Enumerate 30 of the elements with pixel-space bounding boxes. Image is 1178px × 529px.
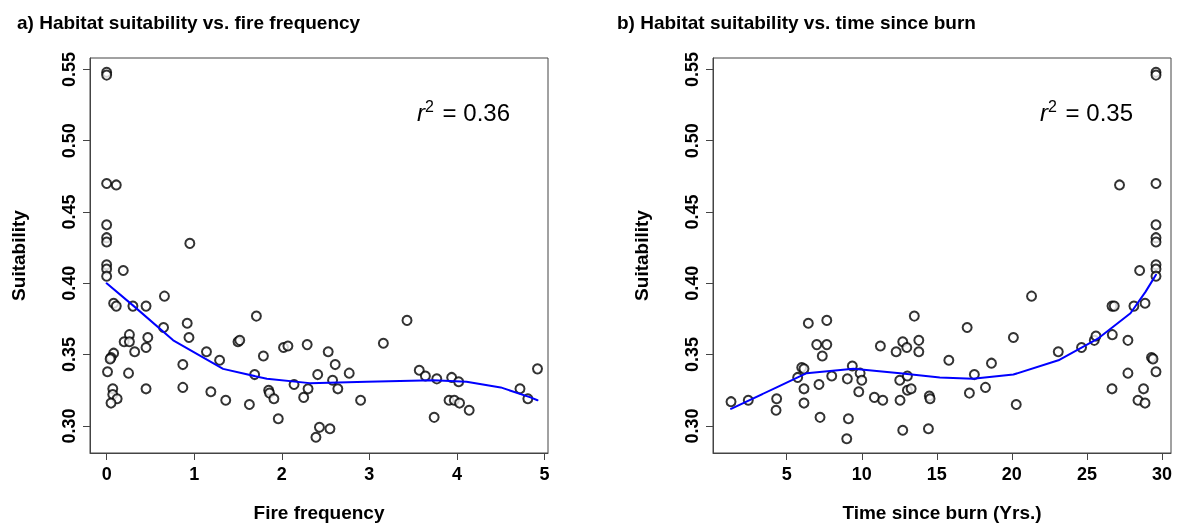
x-tick-label: 15 [926,464,947,484]
x-tick-label: 25 [1076,464,1097,484]
y-tick-label: 0.30 [682,408,702,444]
y-tick-label: 0.45 [59,194,79,230]
x-tick-label: 10 [851,464,872,484]
x-axis-title: Time since burn (Yrs.) [842,502,1042,523]
y-tick-label: 0.35 [682,337,702,373]
y-tick-label: 0.35 [59,337,79,373]
x-tick-label: 20 [1001,464,1022,484]
y-axis-title: Suitability [631,209,652,301]
y-tick-label: 0.50 [682,123,702,159]
y-tick-label: 0.30 [59,408,79,444]
y-tick-label: 0.40 [682,265,702,301]
x-tick-label: 5 [539,464,550,484]
y-axis-title: Suitability [8,209,29,301]
y-tick-label: 0.50 [59,123,79,159]
x-tick-label: 4 [451,464,462,484]
x-tick-label: 5 [781,464,792,484]
y-tick-label: 0.55 [59,51,79,87]
chart-title: b) Habitat suitability vs. time since burn [617,12,976,33]
x-axis-title: Fire frequency [253,502,385,523]
chart-title: a) Habitat suitability vs. fire frequency [17,12,361,33]
y-tick-label: 0.45 [682,194,702,230]
x-tick-label: 2 [276,464,287,484]
x-tick-label: 30 [1151,464,1173,484]
x-tick-label: 0 [101,464,112,484]
x-tick-label: 3 [364,464,375,484]
x-tick-label: 1 [189,464,200,484]
y-tick-label: 0.55 [682,51,702,87]
y-tick-label: 0.40 [59,265,79,301]
